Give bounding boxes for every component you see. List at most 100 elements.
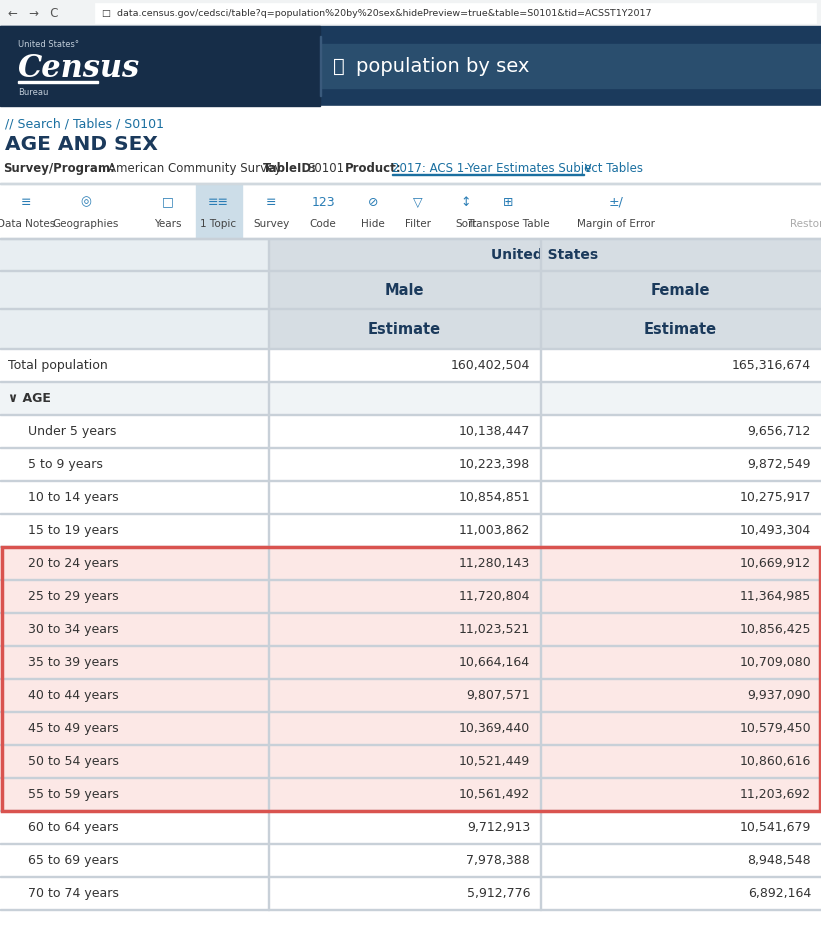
- Bar: [268, 712, 269, 745]
- Bar: [2, 547, 819, 811]
- Text: 11,003,862: 11,003,862: [459, 524, 530, 537]
- Text: 10,521,449: 10,521,449: [459, 755, 530, 768]
- Text: ∨: ∨: [582, 161, 592, 175]
- Bar: [0, 106, 821, 111]
- Bar: [540, 415, 541, 448]
- Text: AGE AND SEX: AGE AND SEX: [5, 134, 158, 153]
- Text: Male: Male: [384, 282, 424, 297]
- Text: 1 Topic: 1 Topic: [200, 219, 236, 229]
- Bar: [268, 811, 269, 844]
- Bar: [321, 44, 821, 88]
- Text: 10,275,917: 10,275,917: [740, 491, 811, 504]
- Text: 10,223,398: 10,223,398: [459, 458, 530, 471]
- Bar: [540, 514, 541, 547]
- Bar: [268, 745, 269, 778]
- Bar: [540, 646, 541, 679]
- Text: Census: Census: [18, 52, 140, 83]
- Text: Bureau: Bureau: [18, 87, 48, 97]
- Text: 10,369,440: 10,369,440: [459, 722, 530, 735]
- Text: 30 to 34 years: 30 to 34 years: [28, 623, 118, 636]
- Text: 10,669,912: 10,669,912: [740, 557, 811, 570]
- Bar: [0, 778, 821, 811]
- Bar: [0, 448, 821, 481]
- Bar: [0, 646, 821, 679]
- Text: population by sex: population by sex: [356, 57, 530, 76]
- Text: 10,709,080: 10,709,080: [739, 656, 811, 669]
- Bar: [268, 349, 269, 382]
- Bar: [268, 448, 269, 481]
- Text: ⌕: ⌕: [333, 57, 345, 76]
- Bar: [540, 382, 541, 415]
- Bar: [268, 877, 269, 910]
- Bar: [0, 514, 821, 547]
- Bar: [540, 349, 541, 382]
- Bar: [540, 271, 541, 309]
- Bar: [268, 613, 269, 646]
- Text: □  data.census.gov/cedsci/table?q=population%20by%20sex&hidePreview=true&table=S: □ data.census.gov/cedsci/table?q=populat…: [102, 9, 652, 17]
- Bar: [268, 382, 269, 415]
- Bar: [0, 26, 821, 106]
- Text: ±/: ±/: [608, 195, 623, 208]
- Bar: [540, 448, 541, 481]
- Bar: [0, 26, 320, 106]
- Text: 10 to 14 years: 10 to 14 years: [28, 491, 118, 504]
- Text: 160,402,504: 160,402,504: [451, 359, 530, 372]
- Text: Female: Female: [651, 282, 710, 297]
- Text: Sort: Sort: [456, 219, 477, 229]
- Bar: [0, 547, 821, 580]
- Bar: [0, 844, 821, 877]
- Text: 9,656,712: 9,656,712: [748, 425, 811, 438]
- Text: United States: United States: [491, 248, 598, 262]
- Bar: [0, 613, 821, 646]
- Bar: [0, 481, 821, 514]
- Text: 45 to 49 years: 45 to 49 years: [28, 722, 118, 735]
- Text: TableID:: TableID:: [263, 162, 317, 174]
- Text: Geographies: Geographies: [53, 219, 119, 229]
- Bar: [320, 36, 321, 96]
- Text: ↕: ↕: [461, 195, 471, 208]
- Text: 9,937,090: 9,937,090: [747, 689, 811, 702]
- Text: Restor: Restor: [790, 219, 821, 229]
- Text: 11,280,143: 11,280,143: [459, 557, 530, 570]
- Bar: [0, 712, 821, 745]
- Text: 11,203,692: 11,203,692: [740, 788, 811, 801]
- Text: ←   →   C: ← → C: [8, 7, 58, 20]
- Text: ▽: ▽: [413, 195, 423, 208]
- Text: ◎: ◎: [80, 195, 91, 208]
- Text: 70 to 74 years: 70 to 74 years: [28, 887, 119, 900]
- Text: ≡≡: ≡≡: [208, 195, 228, 208]
- Bar: [0, 309, 268, 349]
- Text: Estimate: Estimate: [368, 321, 441, 336]
- Bar: [540, 481, 541, 514]
- Bar: [268, 415, 269, 448]
- Text: Survey: Survey: [253, 219, 289, 229]
- Text: Data Notes: Data Notes: [0, 219, 55, 229]
- Text: 6,892,164: 6,892,164: [748, 887, 811, 900]
- Bar: [268, 239, 269, 271]
- Bar: [540, 877, 541, 910]
- Bar: [0, 184, 821, 239]
- Text: 9,712,913: 9,712,913: [467, 821, 530, 834]
- Bar: [0, 349, 821, 382]
- Bar: [268, 271, 269, 309]
- Text: Estimate: Estimate: [644, 321, 717, 336]
- Text: Total population: Total population: [8, 359, 108, 372]
- Text: 35 to 39 years: 35 to 39 years: [28, 656, 118, 669]
- Bar: [0, 183, 821, 184]
- Text: ⊞: ⊞: [502, 195, 513, 208]
- Text: 11,364,985: 11,364,985: [740, 590, 811, 603]
- Bar: [540, 613, 541, 646]
- Text: □: □: [162, 195, 174, 208]
- Bar: [540, 547, 541, 580]
- Text: 2017: ACS 1-Year Estimates Subject Tables: 2017: ACS 1-Year Estimates Subject Table…: [392, 162, 643, 174]
- Text: 55 to 59 years: 55 to 59 years: [28, 788, 119, 801]
- Text: 11,720,804: 11,720,804: [458, 590, 530, 603]
- Text: Margin of Error: Margin of Error: [577, 219, 655, 229]
- Bar: [0, 382, 821, 415]
- Bar: [268, 844, 269, 877]
- Bar: [540, 745, 541, 778]
- Bar: [268, 679, 269, 712]
- Bar: [0, 271, 268, 309]
- Text: 11,023,521: 11,023,521: [459, 623, 530, 636]
- Text: 165,316,674: 165,316,674: [732, 359, 811, 372]
